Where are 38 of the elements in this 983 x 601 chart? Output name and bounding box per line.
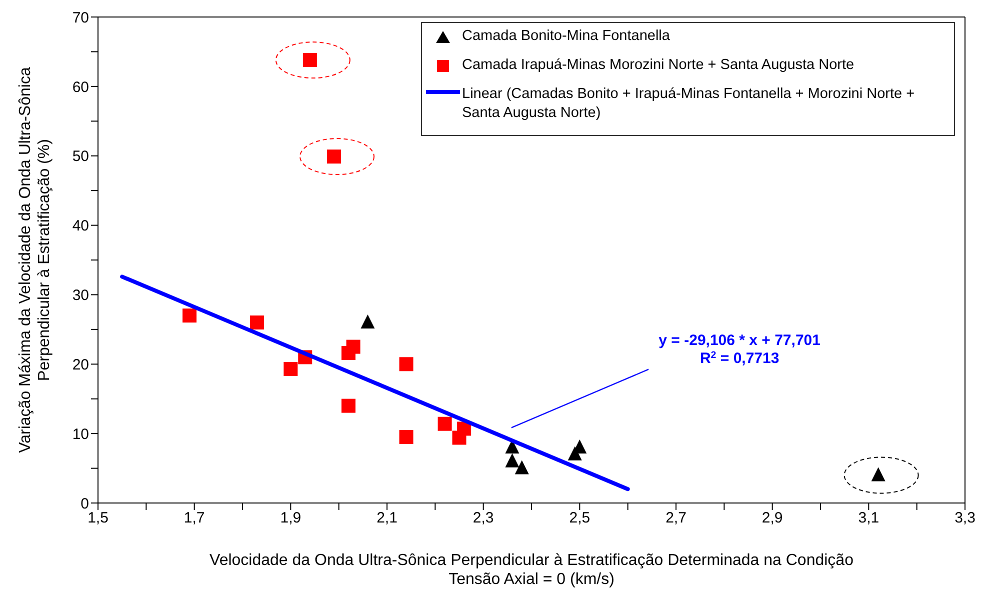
y-tick-label: 10: [72, 426, 89, 443]
point: [182, 308, 197, 323]
y-tick-label: 50: [72, 148, 89, 166]
point: [457, 422, 472, 436]
x-axis-title: Velocidade da Onda Ultra-Sônica Perpendicular à Estratificação Determinada na Condição Tensão Axial = 0 (km/s): [210, 552, 854, 588]
point: [284, 362, 298, 376]
x-tick-label: 1,7: [184, 510, 205, 527]
x-tick-label: 2,3: [472, 510, 494, 527]
x-tick-label: 3,1: [858, 510, 880, 527]
x-tick-label: 2,5: [569, 510, 590, 527]
y-tick-label: 20: [72, 356, 89, 374]
annotation: y = -29,106 * x + 77,701 R$^{2}$ = 0,7713: [658, 332, 820, 368]
point: [360, 314, 375, 328]
x-tick-label: 3,3: [954, 510, 976, 527]
point: [327, 150, 342, 164]
y-tick-label: 0: [80, 495, 89, 512]
point: [399, 357, 414, 372]
y-axis-title: Variação Máxima da Velocidade da Onda Ultra-Sônica Perpendicular à Estratificação (%): [17, 67, 54, 453]
point: [505, 453, 520, 468]
point: [438, 416, 452, 431]
x-tick-label: 2,1: [376, 510, 398, 527]
x-tick-label: 2,7: [666, 510, 686, 527]
y-tick-label: 70: [72, 9, 89, 26]
point: [399, 430, 414, 444]
point: [250, 315, 264, 330]
y-tick-label: 40: [72, 218, 89, 235]
y-tick-label: 60: [72, 78, 89, 96]
point: [514, 460, 529, 474]
point: [302, 53, 317, 68]
x-tick-label: 1,5: [88, 510, 108, 527]
point: [341, 398, 356, 413]
y-tick-label: 30: [72, 287, 89, 304]
point: [871, 467, 886, 482]
x-tick-label: 1,9: [280, 510, 302, 527]
legend-label: Camada Irapuá-Minas Morozini Norte + Santa Augusta Norte: [462, 56, 854, 75]
x-tick-label: 2,9: [762, 510, 783, 527]
legend-label: Linear (Camadas Bonito + Irapuá-Minas Fontanella + Morozini Norte + Santa Augusta Norte): [462, 85, 916, 123]
legend-label: Camada Bonito-Mina Fontanella: [462, 27, 670, 46]
